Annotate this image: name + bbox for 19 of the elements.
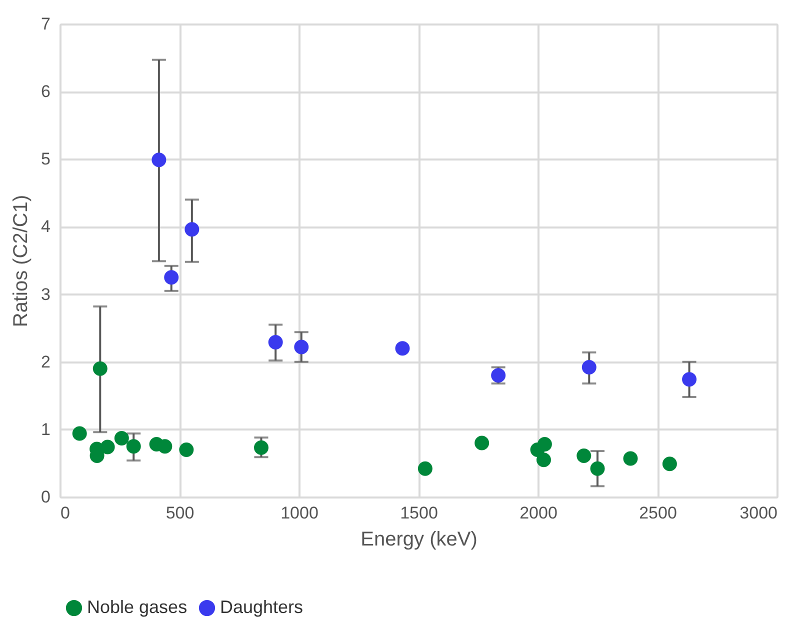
y-axis-title: Ratios (C2/C1) <box>10 194 32 328</box>
x-tick-label: 2000 <box>520 504 558 522</box>
legend-label: Noble gases <box>87 597 188 617</box>
y-tick-label: 3 <box>41 284 50 304</box>
y-tick-label: 7 <box>41 14 50 34</box>
x-axis-title: Energy (keV) <box>360 528 478 550</box>
y-tick-label: 2 <box>41 352 50 372</box>
x-tick-label: 500 <box>166 504 194 522</box>
x-tick-label: 2500 <box>639 504 677 522</box>
x-tick-label: 1000 <box>280 504 318 522</box>
y-tick-label: 0 <box>41 488 50 506</box>
y-tick-label: 1 <box>41 420 50 439</box>
x-tick-label: 3000 <box>740 504 778 522</box>
y-tick-label: 4 <box>41 217 50 236</box>
y-tick-label: 5 <box>41 150 50 169</box>
legend-label: Daughters <box>220 597 304 617</box>
y-tick-label: 6 <box>41 82 50 102</box>
x-tick-label: 0 <box>60 504 70 522</box>
x-tick-label: 1500 <box>400 504 438 522</box>
